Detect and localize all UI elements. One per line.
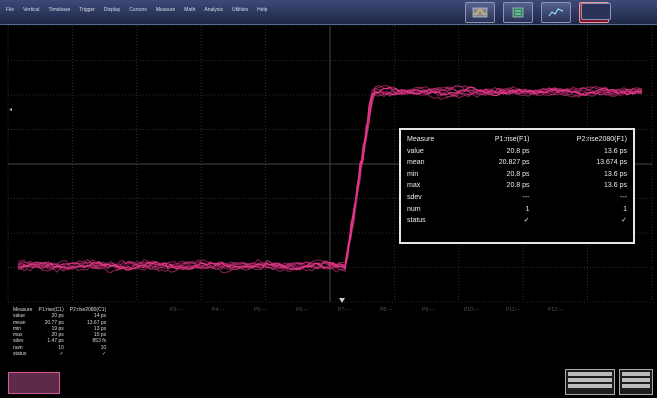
measure-cell: 1 (536, 204, 633, 216)
trigger-bar-1 (622, 372, 650, 376)
menu-item-cursors[interactable]: Cursors (129, 7, 147, 13)
trigger-descriptor[interactable] (619, 369, 653, 395)
timebase-bar-1 (568, 372, 612, 376)
measure-cell: min (401, 169, 462, 181)
lower-cell: ✓ (35, 351, 66, 357)
table-row: mean 20.827 ps 13.674 ps (401, 157, 633, 169)
menu-item-display[interactable]: Display (104, 7, 120, 13)
timebase-bar-2 (568, 378, 612, 382)
parameter-header[interactable]: P11:--- (506, 307, 548, 313)
table-row: mean 20.77 ps 13.67 ps (10, 320, 109, 326)
table-row: num 1 1 (401, 204, 633, 216)
measure-cell: 20.8 ps (462, 180, 535, 192)
menu-item-help[interactable]: Help (257, 7, 267, 13)
parameter-header[interactable]: P12:--- (548, 307, 590, 313)
parameter-header[interactable]: P5:--- (254, 307, 296, 313)
measure-cell: num (401, 204, 462, 216)
menu-item-analysis[interactable]: Analysis (204, 7, 223, 13)
table-row: status ✓ ✓ (401, 215, 633, 227)
table-row: value 20.8 ps 13.6 ps (401, 146, 633, 158)
parameter-header[interactable]: P4:--- (212, 307, 254, 313)
measure-cell: ✓ (462, 215, 535, 227)
menu-items: File Vertical Timebase Trigger Display Cursor… (6, 7, 267, 13)
trigger-bar-3 (622, 384, 650, 388)
table-row: status ✓ ✓ (10, 351, 109, 357)
measure-cell: status (401, 215, 462, 227)
lower-panel: P3:--- P4:--- P5:--- P6:--- P7:--- P8:--- P9:-… (0, 305, 657, 398)
measure-header-cell: P1:rise(F1) (462, 134, 535, 146)
measure-cell: value (401, 146, 462, 158)
parameter-header[interactable]: P7:--- (338, 307, 380, 313)
parameter-header[interactable]: P10:--- (464, 307, 506, 313)
trigger-box[interactable] (581, 3, 611, 20)
measure-cell: 20.8 ps (462, 169, 535, 181)
menu-item-math[interactable]: Math (184, 7, 195, 13)
table-row: max 20.8 ps 13.6 ps (401, 180, 633, 192)
table-row: value 20 ps 14 ps (10, 313, 109, 319)
table-row: Measure P1:rise(F1) P2:rise2080(F1) (401, 134, 633, 146)
menu-item-file[interactable]: File (6, 7, 14, 13)
measure-cell: ✓ (536, 215, 633, 227)
channel-descriptor-box[interactable] (8, 372, 60, 394)
lower-cell: ✓ (67, 351, 109, 357)
menu-item-measure[interactable]: Measure (156, 7, 175, 13)
menu-item-trigger[interactable]: Trigger (79, 7, 95, 13)
timebase-bar-3 (568, 384, 612, 388)
lower-measurement-table: Measure P1:rise(C1) P2:rise2080(C1) value 20… (10, 307, 109, 357)
parameter-headers: P3:--- P4:--- P5:--- P6:--- P7:--- P8:--- P9:-… (170, 307, 590, 313)
trigger-bar-2 (622, 378, 650, 382)
menu-item-timebase[interactable]: Timebase (48, 7, 70, 13)
menu-bar: File Vertical Timebase Trigger Display Cursor… (0, 0, 657, 25)
table-row: sdev --- --- (401, 192, 633, 204)
scope-icon[interactable] (465, 2, 495, 23)
parameter-header[interactable]: P3:--- (170, 307, 212, 313)
table-row: min 20.8 ps 13.6 ps (401, 169, 633, 181)
measure-icon[interactable] (503, 2, 533, 23)
lower-cell: status (10, 351, 35, 357)
analysis-icon[interactable] (541, 2, 571, 23)
measure-cell: 20.827 ps (462, 157, 535, 169)
measure-cell: 13.6 ps (536, 169, 633, 181)
measure-cell: --- (462, 192, 535, 204)
measure-cell: 1 (462, 204, 535, 216)
measure-cell: 13.674 ps (536, 157, 633, 169)
measure-cell: max (401, 180, 462, 192)
measure-cell: --- (536, 192, 633, 204)
measure-cell: sdev (401, 192, 462, 204)
timebase-descriptor[interactable] (565, 369, 615, 395)
parameter-header[interactable]: P9:--- (422, 307, 464, 313)
measure-cell: mean (401, 157, 462, 169)
menu-item-utilities[interactable]: Utilities (232, 7, 248, 13)
measure-cell: 13.6 ps (536, 180, 633, 192)
measure-header-cell: Measure (401, 134, 462, 146)
parameter-header[interactable]: P6:--- (296, 307, 338, 313)
menu-item-vertical[interactable]: Vertical (23, 7, 39, 13)
channel-offset-marker[interactable]: ◂ (9, 107, 12, 113)
measure-cell: 13.6 ps (536, 146, 633, 158)
parameter-header[interactable]: P8:--- (380, 307, 422, 313)
measurement-table: Measure P1:rise(F1) P2:rise2080(F1) value 20… (399, 128, 635, 244)
measure-cell: 20.8 ps (462, 146, 535, 158)
measure-header-cell: P2:rise2080(F1) (536, 134, 633, 146)
